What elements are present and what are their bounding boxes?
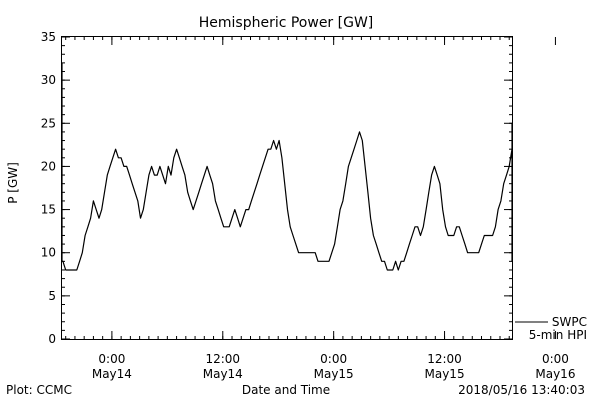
y-tick-label: 0: [48, 332, 56, 346]
x-axis-label: Date and Time: [242, 383, 330, 397]
footer-plot-credit: Plot: CCMC: [6, 383, 72, 397]
x-tick-label-date: May15: [425, 367, 465, 381]
x-tick-label-time: 12:00: [205, 352, 240, 366]
plot-frame: [61, 36, 513, 340]
x-tick-label-time: 0:00: [320, 352, 347, 366]
y-tick-label: 5: [48, 289, 56, 303]
y-tick-label: 35: [41, 30, 56, 44]
x-tick-label-date: May14: [203, 367, 243, 381]
y-tick-label: 10: [41, 246, 56, 260]
legend-label: SWPC: [552, 315, 587, 329]
legend-label: 5-min HPI: [529, 328, 587, 342]
y-tick-label: 25: [41, 116, 56, 130]
series-line: [61, 62, 513, 271]
footer-timestamp: 2018/05/16 13:40:03: [458, 383, 585, 397]
y-tick-label: 15: [41, 203, 56, 217]
axis-ticks: 051015202530350:00May1412:00May140:00May…: [41, 30, 576, 381]
x-tick-label-time: 0:00: [98, 352, 125, 366]
y-tick-label: 30: [41, 73, 56, 87]
chart-title: Hemispheric Power [GW]: [199, 15, 374, 31]
x-tick-label-date: May15: [314, 367, 354, 381]
x-tick-label-time: 12:00: [427, 352, 462, 366]
y-axis-label: P [GW]: [6, 162, 20, 204]
x-tick-label-time: 0:00: [542, 352, 569, 366]
x-tick-label-date: May16: [535, 367, 575, 381]
x-tick-label-date: May14: [92, 367, 132, 381]
y-tick-label: 20: [41, 159, 56, 173]
